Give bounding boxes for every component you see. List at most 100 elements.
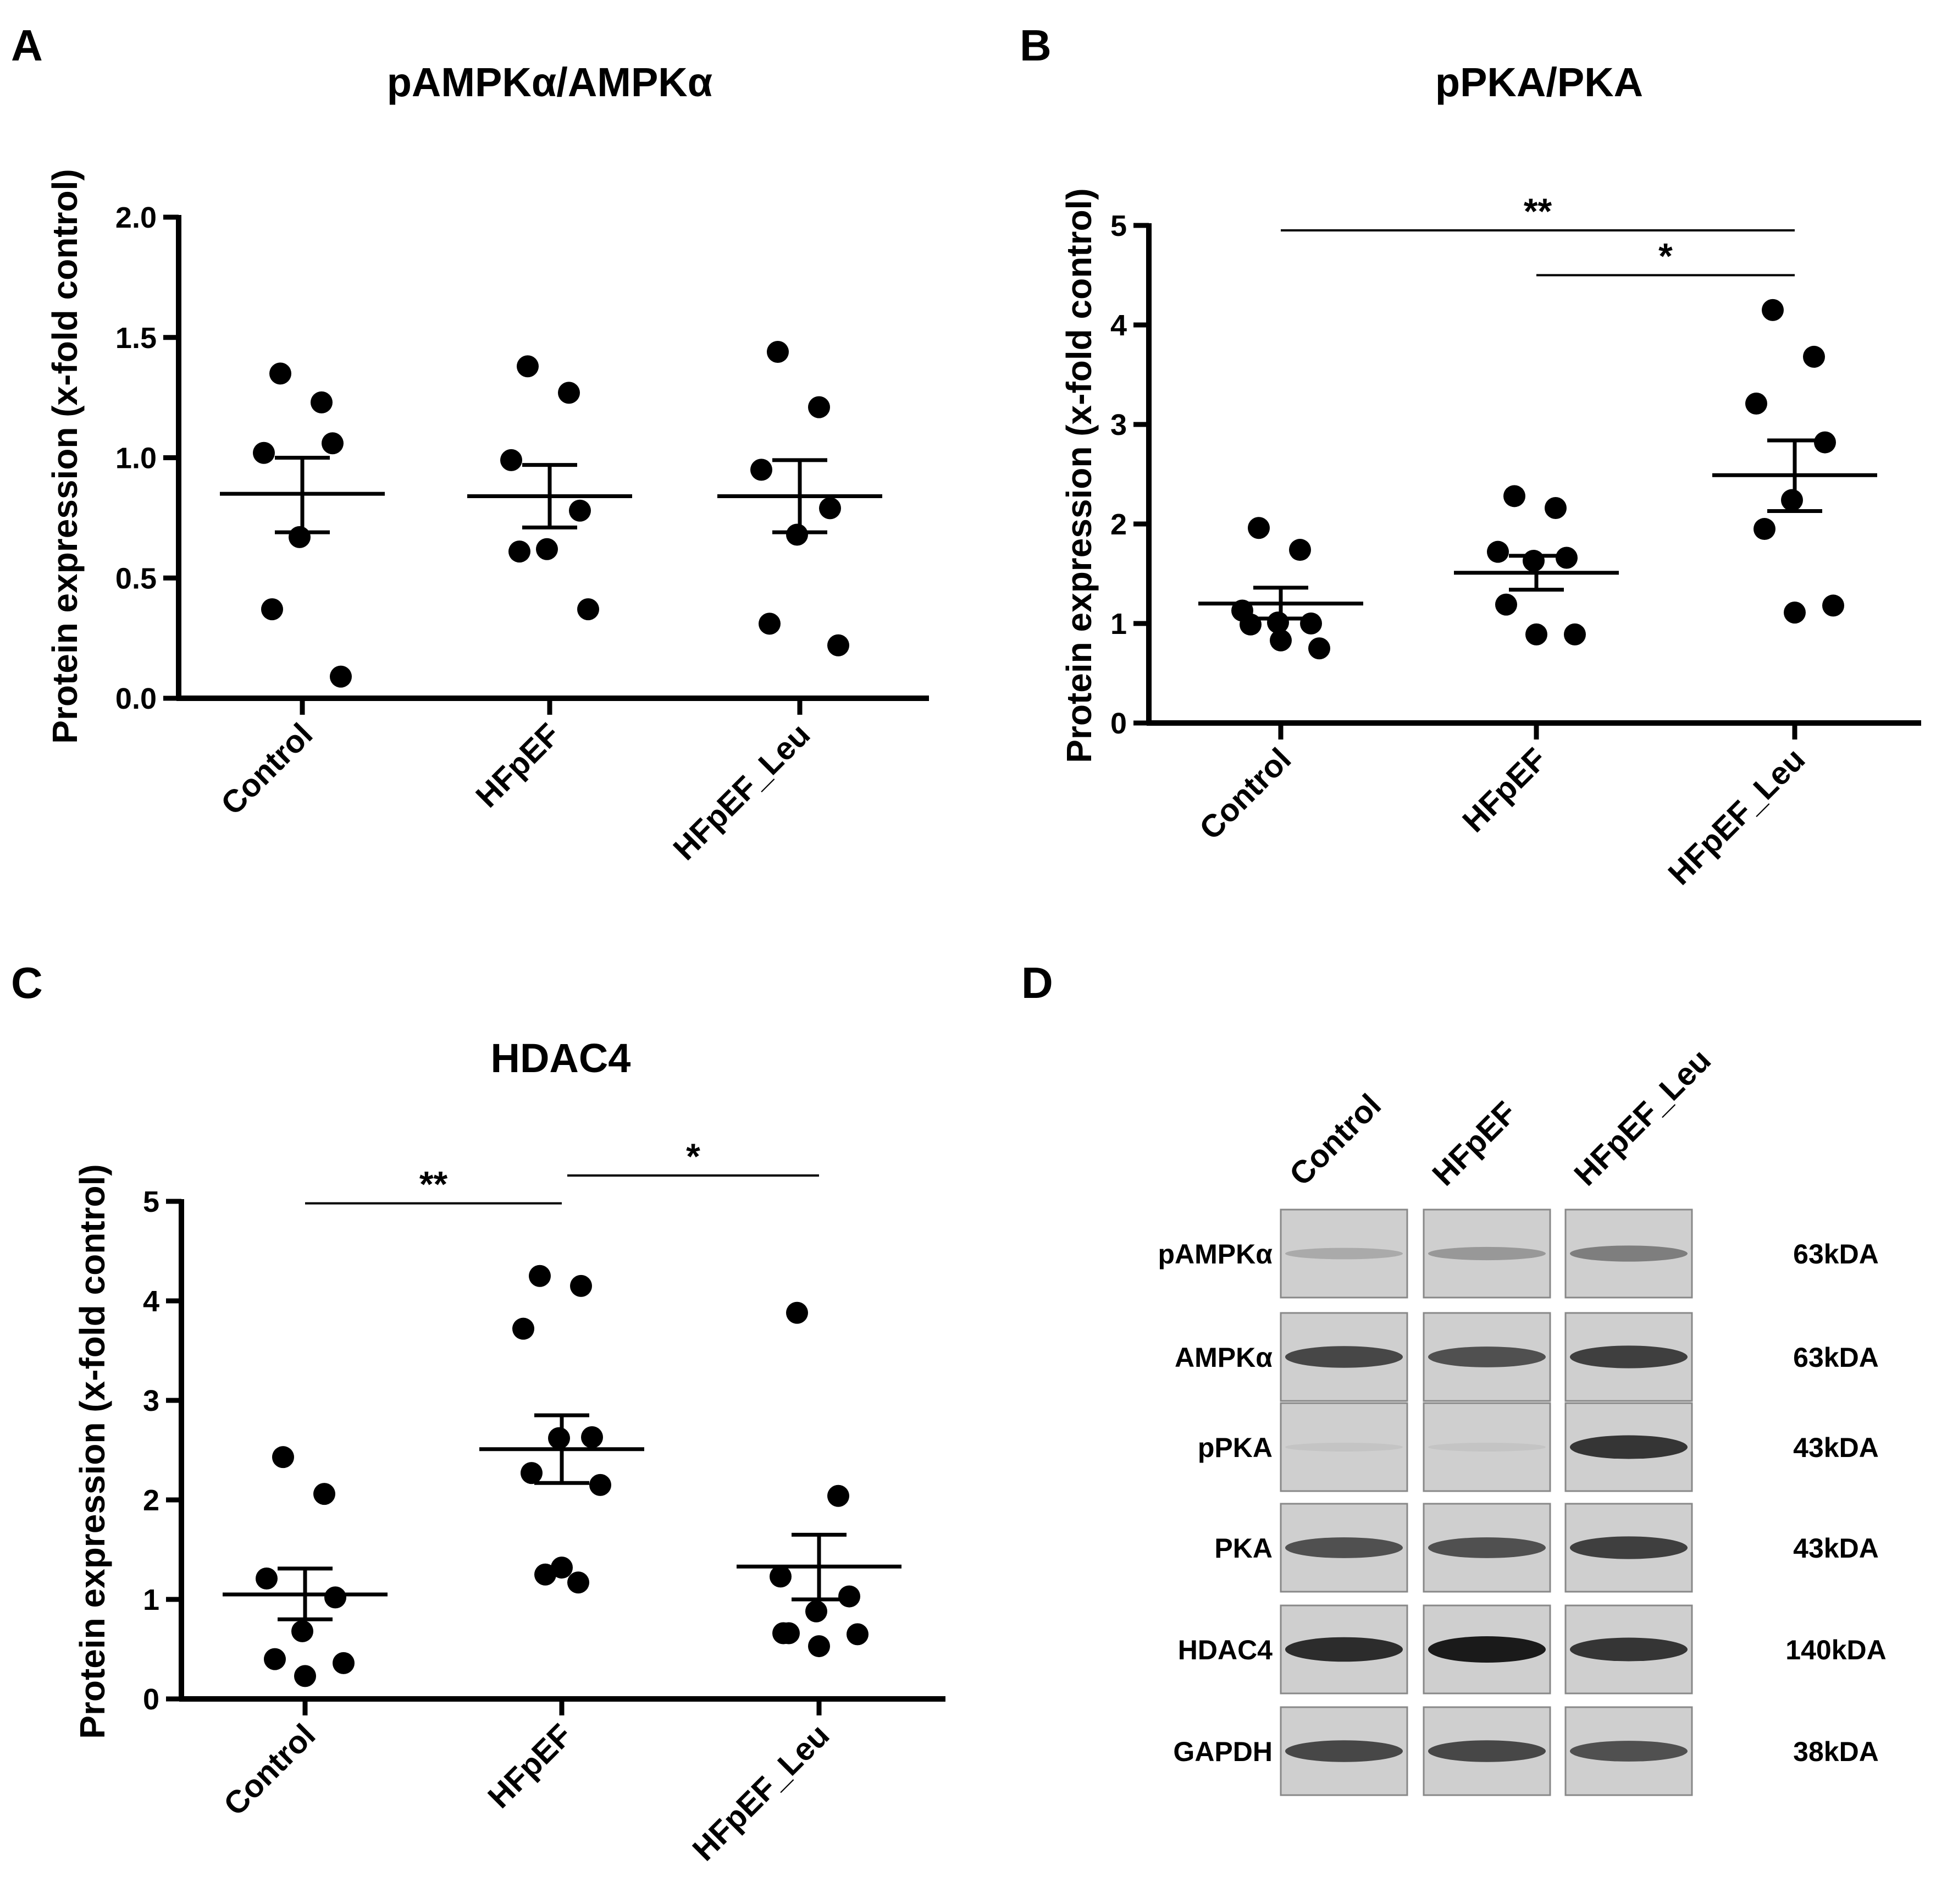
data-point xyxy=(261,598,283,621)
data-point xyxy=(1784,601,1806,624)
data-point xyxy=(1781,489,1803,511)
data-point xyxy=(1523,549,1545,572)
y-tick-label: 3 xyxy=(143,1384,159,1417)
y-tick-label: 1.0 xyxy=(115,442,157,475)
significance-label: * xyxy=(686,1136,700,1177)
y-tick-label: 1 xyxy=(143,1583,159,1616)
data-point xyxy=(805,1600,827,1622)
y-tick-label: 0.5 xyxy=(115,562,157,595)
data-point xyxy=(536,538,558,560)
significance-label: * xyxy=(1658,236,1673,277)
x-tick-label-control: Control xyxy=(214,716,319,822)
data-point xyxy=(1762,299,1784,321)
blot-lane-box xyxy=(1280,1208,1408,1299)
y-axis-label: Protein expression (x-fold control) xyxy=(45,169,85,743)
data-point xyxy=(1300,612,1322,634)
data-point xyxy=(291,1620,313,1642)
y-tick-label: 1.5 xyxy=(115,322,157,355)
data-point xyxy=(827,634,849,656)
blot-size-label: 43kDA xyxy=(1793,1432,1879,1463)
blot-lane-box xyxy=(1564,1208,1693,1299)
chart-title: pPKA/PKA xyxy=(1435,59,1643,105)
y-tick-label: 5 xyxy=(1110,209,1127,242)
data-point xyxy=(529,1265,551,1287)
data-point xyxy=(838,1585,860,1608)
data-point xyxy=(577,598,599,621)
data-point xyxy=(589,1473,611,1496)
blot-band xyxy=(1428,1442,1546,1452)
blot-band xyxy=(1285,1537,1403,1558)
data-point xyxy=(767,341,789,363)
x-tick-label-hfpef-leu: HFpEF_Leu xyxy=(1661,741,1812,892)
blot-band xyxy=(1285,1442,1403,1452)
chart-title: HDAC4 xyxy=(491,1035,631,1081)
y-tick-label: 2 xyxy=(1110,508,1127,541)
data-point xyxy=(1503,485,1525,507)
lane-label-hfpef-leu: HFpEF_Leu xyxy=(1567,1042,1718,1193)
blot-row-label: HDAC4 xyxy=(1178,1635,1273,1665)
data-point xyxy=(570,1274,592,1297)
data-point xyxy=(256,1567,278,1590)
blot-row-label: AMPKα xyxy=(1175,1342,1273,1373)
data-point xyxy=(548,1427,570,1449)
data-point xyxy=(1545,497,1567,520)
blot-lane-box xyxy=(1423,1402,1551,1492)
blot-band xyxy=(1428,1636,1546,1663)
data-point xyxy=(808,396,830,418)
blot-lane-box xyxy=(1423,1208,1551,1299)
data-point xyxy=(521,1462,543,1484)
y-tick-label: 2 xyxy=(143,1484,159,1517)
blot-size-label: 38kDA xyxy=(1793,1736,1879,1767)
data-point xyxy=(269,362,291,385)
data-point xyxy=(289,526,311,548)
western-blot-d: Control HFpEF HFpEF_Leu pAMPKα 63kDA AMPKα 63k… xyxy=(1158,1042,1887,1796)
data-point xyxy=(569,499,591,522)
blot-row-label: GAPDH xyxy=(1173,1736,1273,1767)
blot-band xyxy=(1570,1435,1688,1459)
y-tick-label: 0.0 xyxy=(115,682,157,715)
data-point xyxy=(333,1652,355,1674)
data-point xyxy=(311,391,333,413)
blot-size-label: 43kDA xyxy=(1793,1533,1879,1564)
data-point xyxy=(512,1317,534,1340)
x-tick-label-hfpef: HFpEF xyxy=(481,1717,579,1815)
blot-band xyxy=(1428,1537,1546,1558)
data-point xyxy=(786,523,808,546)
data-point xyxy=(759,612,781,635)
blot-band xyxy=(1285,1346,1403,1368)
data-point xyxy=(1487,540,1509,563)
data-point xyxy=(1754,518,1775,540)
data-point xyxy=(847,1623,869,1646)
data-point xyxy=(324,1586,346,1609)
data-point xyxy=(264,1648,286,1670)
blot-band xyxy=(1570,1637,1688,1662)
blot-row-label: pPKA xyxy=(1198,1432,1273,1463)
significance-label: ** xyxy=(1524,191,1552,231)
panel-letter-b: B xyxy=(1020,21,1052,70)
chart-c: HDAC4 Protein expression (x-fold control)… xyxy=(73,1035,945,1868)
panel-letter-d: D xyxy=(1021,958,1053,1007)
data-point xyxy=(508,540,530,563)
data-point xyxy=(1308,637,1330,660)
blot-size-label: 63kDA xyxy=(1793,1342,1879,1373)
data-point xyxy=(827,1484,849,1507)
data-point xyxy=(330,665,352,688)
data-point xyxy=(1495,593,1517,616)
data-point xyxy=(313,1483,335,1505)
panel-letter-c: C xyxy=(11,958,43,1007)
y-tick-label: 0 xyxy=(1110,707,1127,740)
blot-size-label: 140kDA xyxy=(1785,1635,1886,1665)
data-point xyxy=(581,1426,603,1448)
data-point xyxy=(517,355,539,378)
data-point xyxy=(253,441,275,464)
data-point xyxy=(322,432,344,455)
blot-band xyxy=(1570,1245,1688,1262)
data-point xyxy=(567,1571,589,1594)
blot-band xyxy=(1570,1345,1688,1368)
chart-title: pAMPKα/AMPKα xyxy=(387,59,713,105)
data-point xyxy=(1248,517,1270,539)
data-point xyxy=(1745,392,1767,415)
data-point xyxy=(1822,594,1844,617)
x-tick-label-hfpef: HFpEF xyxy=(469,716,567,814)
